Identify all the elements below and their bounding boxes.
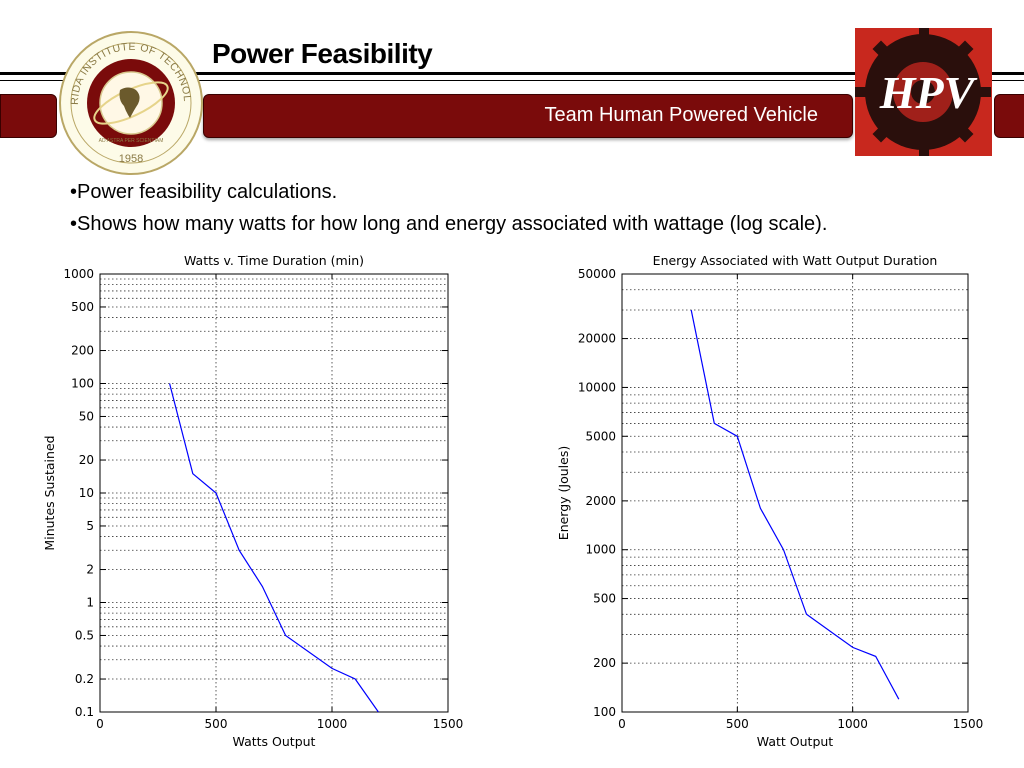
seal-motto: AD ASTRA PER SCIENTIAM xyxy=(99,138,164,144)
y-tick-label: 20000 xyxy=(578,332,616,346)
y-axis-label: Energy (Joules) xyxy=(556,446,571,540)
x-tick-label: 1500 xyxy=(433,717,464,731)
y-tick-label: 10000 xyxy=(578,380,616,394)
y-tick-label: 2 xyxy=(86,563,94,577)
slide-title: Power Feasibility xyxy=(212,38,433,69)
y-tick-label: 1000 xyxy=(585,543,616,557)
y-tick-label: 100 xyxy=(593,705,616,719)
chart-title: Energy Associated with Watt Output Durat… xyxy=(653,253,938,268)
series-line xyxy=(169,383,379,713)
x-tick-label: 500 xyxy=(205,717,228,731)
plot-frame xyxy=(621,273,969,713)
y-tick-label: 100 xyxy=(71,377,94,391)
y-tick-label: 5000 xyxy=(585,429,616,443)
energy-watts-chart: 0 500 1000 1500 100 200 500 1000 2000 5000 10000 20… xyxy=(548,248,1018,758)
university-seal-logo: FLORIDA INSTITUTE OF TECHNOLOGY 1958 AD … xyxy=(58,30,203,175)
x-tick-label: 500 xyxy=(726,717,749,731)
y-tick-label: 200 xyxy=(593,656,616,670)
y-tick-label: 10 xyxy=(79,486,94,500)
y-tick-label: 1 xyxy=(86,596,94,610)
y-tick-label: 0.5 xyxy=(75,628,94,642)
x-tick-label: 1000 xyxy=(837,717,868,731)
chart-title: Watts v. Time Duration (min) xyxy=(184,253,364,268)
chart-svg: 0 500 1000 1500 100 200 500 1000 2000 5000 10000 20… xyxy=(556,253,984,749)
y-tick-label: 0.1 xyxy=(75,705,94,719)
x-axis-label: Watt Output xyxy=(757,734,834,749)
y-axis-label: Minutes Sustained xyxy=(42,435,57,550)
banner-right-tab xyxy=(994,94,1024,138)
banner: Team Human Powered Vehicle xyxy=(203,94,853,138)
bullet-list: •Power feasibility calculations. •Shows … xyxy=(70,176,827,240)
series-line xyxy=(690,309,900,700)
plot-area xyxy=(100,274,448,712)
x-tick-label: 0 xyxy=(96,717,104,731)
banner-left-tab xyxy=(0,94,57,138)
bullet-item: •Power feasibility calculations. xyxy=(70,181,338,203)
header-rule xyxy=(0,72,1024,75)
header-rule-thin xyxy=(0,80,1024,81)
y-tick-label: 50000 xyxy=(578,267,616,281)
y-tick-label: 2000 xyxy=(585,494,616,508)
banner-text: Team Human Powered Vehicle xyxy=(544,104,818,126)
chart-svg: 0 500 1000 1500 0.1 0.2 0.5 1 2 5 10 20 50 100 200 500 1… xyxy=(42,253,464,749)
y-tick-label: 5 xyxy=(86,519,94,533)
seal-year: 1958 xyxy=(119,153,143,165)
plot-area xyxy=(622,274,968,712)
x-axis-label: Watts Output xyxy=(233,734,316,749)
y-tick-label: 500 xyxy=(593,592,616,606)
y-tick-label: 50 xyxy=(79,409,94,423)
y-tick-label: 20 xyxy=(79,453,94,467)
bullet-item: •Shows how many watts for how long and e… xyxy=(70,213,828,235)
y-tick-label: 1000 xyxy=(63,267,94,281)
watts-time-chart: 0 500 1000 1500 0.1 0.2 0.5 1 2 5 10 20 50 100 200 500 1… xyxy=(38,248,508,758)
hpv-logo-text: HPV xyxy=(879,67,978,118)
y-tick-label: 0.2 xyxy=(75,672,94,686)
x-tick-label: 1000 xyxy=(317,717,348,731)
x-tick-label: 0 xyxy=(618,717,626,731)
x-tick-label: 1500 xyxy=(953,717,984,731)
y-tick-label: 500 xyxy=(71,300,94,314)
hpv-logo: HPV xyxy=(855,28,992,156)
y-tick-label: 200 xyxy=(71,344,94,358)
